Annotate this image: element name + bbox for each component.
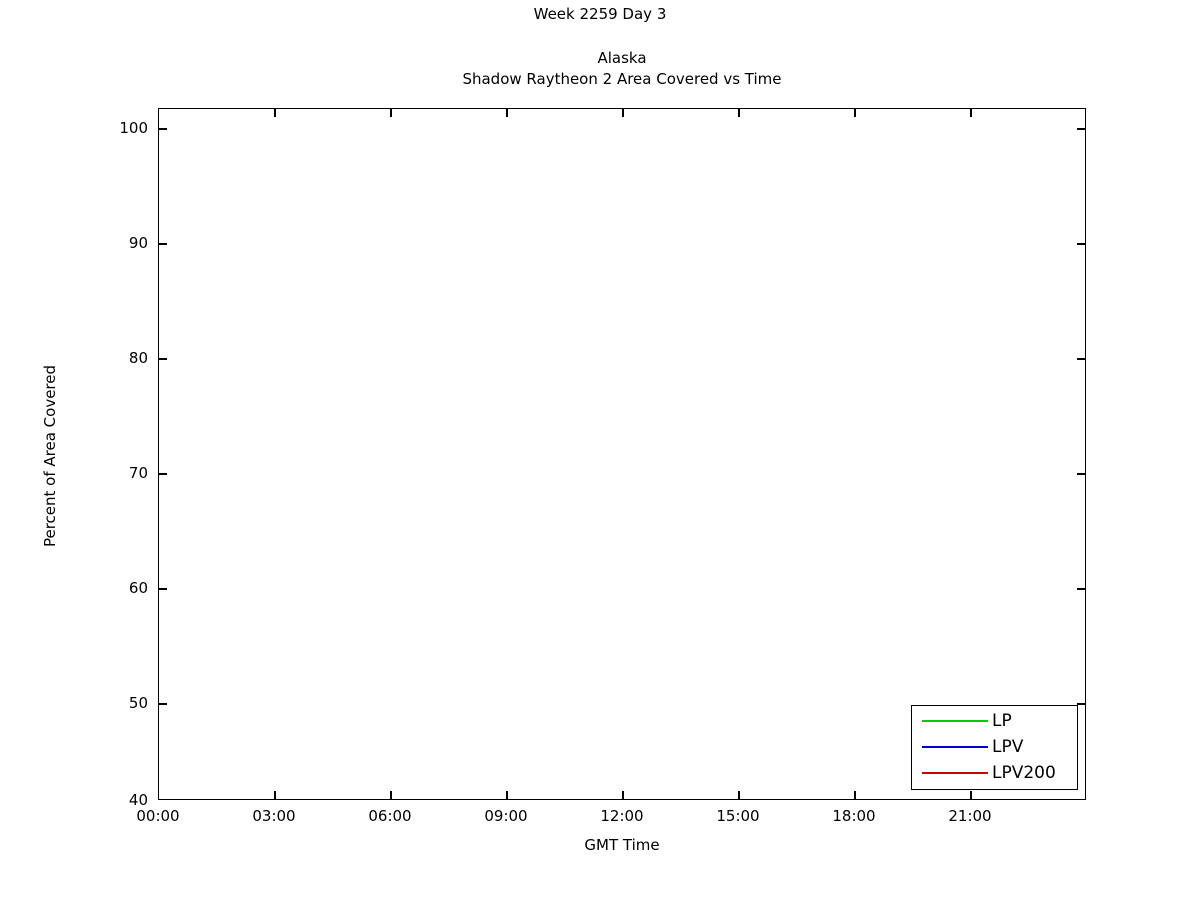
legend-label-lpv: LPV bbox=[992, 737, 1024, 757]
y-tick-label-40: 40 bbox=[128, 791, 148, 809]
y-tick-label-70: 70 bbox=[128, 464, 148, 482]
x-tick-label-0600: 06:00 bbox=[368, 807, 412, 825]
y-tick-80-left bbox=[159, 358, 167, 360]
x-tick-1800-top bbox=[854, 109, 856, 117]
y-tick-70-left bbox=[159, 473, 167, 475]
y-tick-50-left bbox=[159, 703, 167, 705]
x-tick-1500-bottom bbox=[738, 791, 740, 799]
x-tick-label-1200: 12:00 bbox=[600, 807, 644, 825]
x-tick-1200-bottom bbox=[622, 791, 624, 799]
x-tick-label-0000: 00:00 bbox=[136, 807, 180, 825]
x-tick-1500-top bbox=[738, 109, 740, 117]
series-canvas bbox=[159, 109, 1083, 797]
x-tick-label-0300: 03:00 bbox=[252, 807, 296, 825]
legend[interactable]: LP LPV LPV200 bbox=[911, 705, 1078, 790]
y-tick-label-60: 60 bbox=[128, 579, 148, 597]
legend-item-lpv[interactable]: LPV bbox=[912, 734, 1079, 760]
x-tick-0300-bottom bbox=[274, 791, 276, 799]
y-tick-50-right bbox=[1077, 703, 1085, 705]
y-tick-label-80: 80 bbox=[128, 349, 148, 367]
legend-item-lpv200[interactable]: LPV200 bbox=[912, 760, 1079, 786]
legend-swatch-lp bbox=[922, 720, 988, 722]
x-tick-label-2100: 21:00 bbox=[948, 807, 992, 825]
y-tick-90-right bbox=[1077, 243, 1085, 245]
y-tick-label-90: 90 bbox=[128, 234, 148, 252]
x-tick-0300-top bbox=[274, 109, 276, 117]
figure-suptitle: Week 2259 Day 3 bbox=[533, 5, 667, 23]
legend-swatch-lpv bbox=[922, 746, 988, 748]
y-tick-80-right bbox=[1077, 358, 1085, 360]
x-tick-2100-bottom bbox=[970, 791, 972, 799]
y-tick-label-100: 100 bbox=[119, 119, 148, 137]
x-axis-label: GMT Time bbox=[584, 836, 660, 854]
legend-item-lp[interactable]: LP bbox=[912, 708, 1079, 734]
x-tick-2100-top bbox=[970, 109, 972, 117]
y-tick-90-left bbox=[159, 243, 167, 245]
x-tick-0900-top bbox=[506, 109, 508, 117]
y-axis-label: Percent of Area Covered bbox=[41, 364, 59, 548]
x-tick-1800-bottom bbox=[854, 791, 856, 799]
x-tick-0900-bottom bbox=[506, 791, 508, 799]
y-tick-70-right bbox=[1077, 473, 1085, 475]
x-tick-label-1800: 18:00 bbox=[832, 807, 876, 825]
plot-area bbox=[158, 108, 1086, 800]
y-tick-label-50: 50 bbox=[128, 694, 148, 712]
legend-label-lpv200: LPV200 bbox=[992, 763, 1056, 783]
y-tick-60-left bbox=[159, 588, 167, 590]
x-tick-0600-top bbox=[390, 109, 392, 117]
x-tick-1200-top bbox=[622, 109, 624, 117]
y-tick-100-right bbox=[1077, 128, 1085, 130]
legend-label-lp: LP bbox=[992, 711, 1012, 731]
chart-title: Alaska Shadow Raytheon 2 Area Covered vs… bbox=[158, 48, 1086, 90]
chart-title-line-2: Shadow Raytheon 2 Area Covered vs Time bbox=[462, 70, 782, 88]
y-tick-100-left bbox=[159, 128, 167, 130]
chart-title-line-1: Alaska bbox=[597, 49, 647, 67]
legend-swatch-lpv200 bbox=[922, 772, 988, 774]
x-tick-0600-bottom bbox=[390, 791, 392, 799]
y-tick-60-right bbox=[1077, 588, 1085, 590]
x-tick-label-1500: 15:00 bbox=[716, 807, 760, 825]
x-tick-label-0900: 09:00 bbox=[484, 807, 528, 825]
